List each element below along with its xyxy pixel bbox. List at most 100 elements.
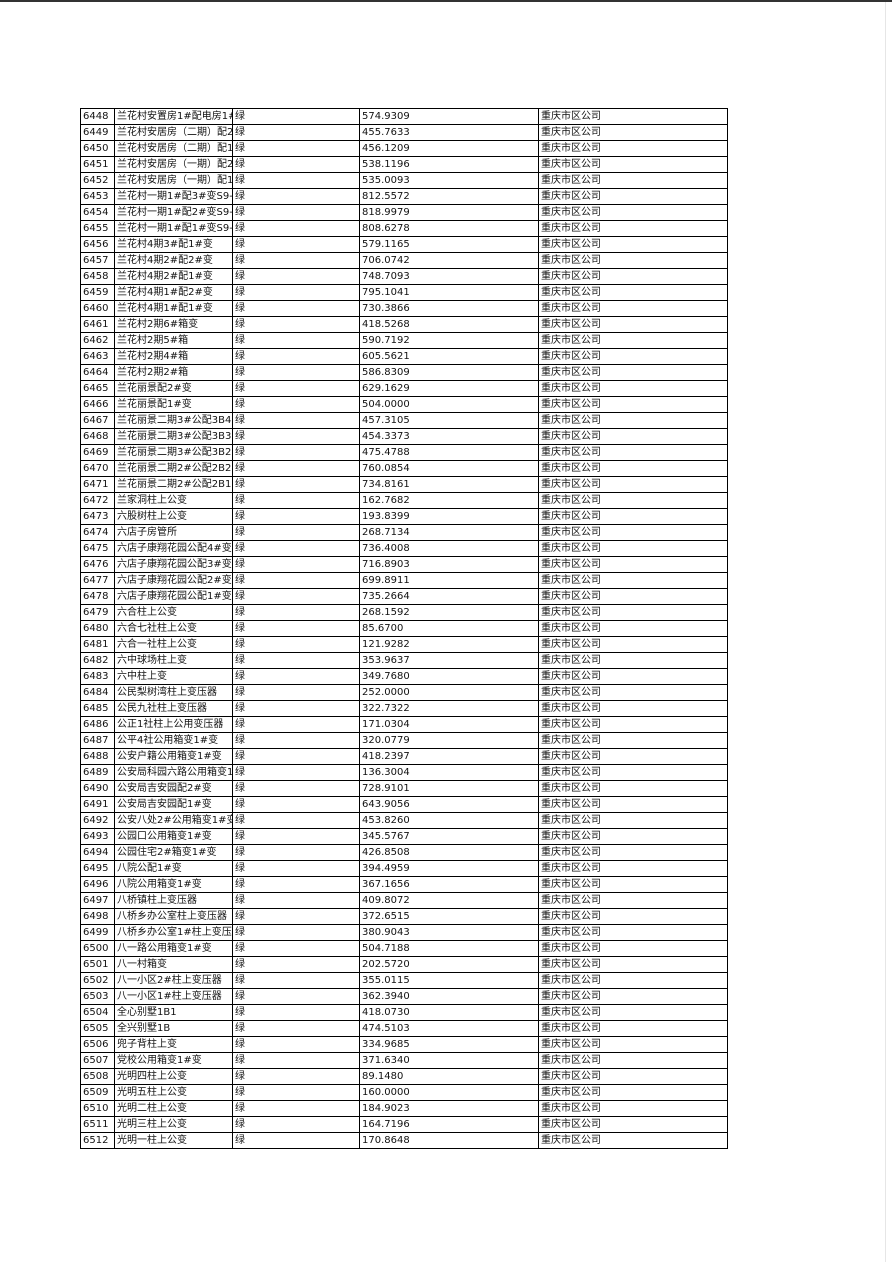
station-name-cell: 六合七社柱上公变: [114, 620, 233, 637]
company-cell: 重庆市区公司: [538, 1084, 728, 1101]
station-name-cell: 全兴别墅1B: [114, 1020, 233, 1037]
color-status-cell: 绿: [232, 236, 360, 253]
station-name-cell: 党校公用箱变1#变: [114, 1052, 233, 1069]
table-row: 6464 兰花村2期2#箱绿 586.8309 重庆市区公司: [80, 364, 728, 381]
value-cell: 808.6278: [359, 220, 539, 237]
value-cell: 504.0000: [359, 396, 539, 413]
value-cell: 730.3866: [359, 300, 539, 317]
table-row: 6449 兰花村安居房（二期）配2 绿 455.7633 重庆市区公司: [80, 124, 728, 141]
company-cell: 重庆市区公司: [538, 300, 728, 317]
page-right-edge: [885, 2, 886, 1262]
value-cell: 706.0742: [359, 252, 539, 269]
table-row: 6506 兜子背柱上变绿 334.9685 重庆市区公司: [80, 1036, 728, 1053]
value-cell: 164.7196: [359, 1116, 539, 1133]
color-status-cell: 绿: [232, 604, 360, 621]
color-status-cell: 绿: [232, 1052, 360, 1069]
company-cell: 重庆市区公司: [538, 732, 728, 749]
company-cell: 重庆市区公司: [538, 972, 728, 989]
color-status-cell: 绿: [232, 268, 360, 285]
table-row: 6484 公民梨树湾柱上变压器绿 252.0000 重庆市区公司: [80, 684, 728, 701]
color-status-cell: 绿: [232, 1036, 360, 1053]
company-cell: 重庆市区公司: [538, 124, 728, 141]
company-cell: 重庆市区公司: [538, 540, 728, 557]
table-row: 6458 兰花村4期2#配1#变绿 748.7093 重庆市区公司: [80, 268, 728, 285]
color-status-cell: 绿: [232, 300, 360, 317]
value-cell: 574.9309: [359, 108, 539, 125]
table-row: 6486 公正1社柱上公用变压器绿 171.0304 重庆市区公司: [80, 716, 728, 733]
color-status-cell: 绿: [232, 652, 360, 669]
color-status-cell: 绿: [232, 620, 360, 637]
station-name-cell: 公民九社柱上变压器: [114, 700, 233, 717]
row-id-cell: 6474: [80, 524, 115, 541]
color-status-cell: 绿: [232, 252, 360, 269]
company-cell: 重庆市区公司: [538, 364, 728, 381]
value-cell: 475.4788: [359, 444, 539, 461]
station-name-cell: 公安户籍公用箱变1#变: [114, 748, 233, 765]
data-table: 6448 兰花村安置房1#配电房1# 绿 574.9309 重庆市区公司 6449 兰花村安…: [80, 108, 728, 1149]
row-id-cell: 6454: [80, 204, 115, 221]
station-name-cell: 光明三柱上公变: [114, 1116, 233, 1133]
station-name-cell: 六店子康翔花园公配2#变: [114, 572, 233, 589]
color-status-cell: 绿: [232, 460, 360, 477]
station-name-cell: 公安八处2#公用箱变1#变: [114, 812, 233, 829]
company-cell: 重庆市区公司: [538, 348, 728, 365]
company-cell: 重庆市区公司: [538, 876, 728, 893]
color-status-cell: 绿: [232, 924, 360, 941]
row-id-cell: 6493: [80, 828, 115, 845]
row-id-cell: 6502: [80, 972, 115, 989]
value-cell: 735.2664: [359, 588, 539, 605]
table-row: 6482 六中球场柱上变绿 353.9637 重庆市区公司: [80, 652, 728, 669]
color-status-cell: 绿: [232, 556, 360, 573]
station-name-cell: 公平4社公用箱变1#变: [114, 732, 233, 749]
table-row: 6508 光明四柱上公变绿 89.1480 重庆市区公司: [80, 1068, 728, 1085]
station-name-cell: 兰花村4期2#配1#变: [114, 268, 233, 285]
table-row: 6490 公安局吉安园配2#变绿 728.9101 重庆市区公司: [80, 780, 728, 797]
row-id-cell: 6509: [80, 1084, 115, 1101]
table-row: 6483 六中柱上变绿 349.7680 重庆市区公司: [80, 668, 728, 685]
row-id-cell: 6458: [80, 268, 115, 285]
company-cell: 重庆市区公司: [538, 268, 728, 285]
station-name-cell: 六股树柱上公变: [114, 508, 233, 525]
company-cell: 重庆市区公司: [538, 284, 728, 301]
color-status-cell: 绿: [232, 508, 360, 525]
company-cell: 重庆市区公司: [538, 716, 728, 733]
row-id-cell: 6448: [80, 108, 115, 125]
table-row: 6499 八桥乡办公室1#柱上变压器绿 380.9043 重庆市区公司: [80, 924, 728, 941]
company-cell: 重庆市区公司: [538, 412, 728, 429]
company-cell: 重庆市区公司: [538, 316, 728, 333]
table-row: 6467 兰花丽景二期3#公配3B4 绿 457.3105 重庆市区公司: [80, 412, 728, 429]
station-name-cell: 六店子康翔花园公配4#变: [114, 540, 233, 557]
row-id-cell: 6491: [80, 796, 115, 813]
color-status-cell: 绿: [232, 780, 360, 797]
value-cell: 418.0730: [359, 1004, 539, 1021]
station-name-cell: 光明二柱上公变: [114, 1100, 233, 1117]
color-status-cell: 绿: [232, 748, 360, 765]
row-id-cell: 6468: [80, 428, 115, 445]
company-cell: 重庆市区公司: [538, 460, 728, 477]
table-row: 6511 光明三柱上公变绿 164.7196 重庆市区公司: [80, 1116, 728, 1133]
company-cell: 重庆市区公司: [538, 844, 728, 861]
station-name-cell: 兰花村一期1#配1#变S9-8: [114, 220, 233, 237]
station-name-cell: 八一村箱变: [114, 956, 233, 973]
station-name-cell: 六店子康翔花园公配3#变: [114, 556, 233, 573]
table-row: 6469 兰花丽景二期3#公配3B2 绿 475.4788 重庆市区公司: [80, 444, 728, 461]
value-cell: 455.7633: [359, 124, 539, 141]
row-id-cell: 6503: [80, 988, 115, 1005]
station-name-cell: 公正1社柱上公用变压器: [114, 716, 233, 733]
table-row: 6497 八桥镇柱上变压器绿 409.8072 重庆市区公司: [80, 892, 728, 909]
company-cell: 重庆市区公司: [538, 892, 728, 909]
table-row: 6481 六合一社柱上公变绿 121.9282 重庆市区公司: [80, 636, 728, 653]
value-cell: 538.1196: [359, 156, 539, 173]
value-cell: 171.0304: [359, 716, 539, 733]
table-body: 6448 兰花村安置房1#配电房1# 绿 574.9309 重庆市区公司 6449 兰花村安…: [80, 108, 728, 1149]
color-status-cell: 绿: [232, 1084, 360, 1101]
color-status-cell: 绿: [232, 1132, 360, 1149]
station-name-cell: 兰花丽景二期2#公配2B2变: [114, 460, 233, 477]
table-row: 6450 兰花村安居房（二期）配1 绿 456.1209 重庆市区公司: [80, 140, 728, 157]
station-name-cell: 八桥镇柱上变压器: [114, 892, 233, 909]
color-status-cell: 绿: [232, 572, 360, 589]
value-cell: 362.3940: [359, 988, 539, 1005]
table-row: 6468 兰花丽景二期3#公配3B3 绿 454.3373 重庆市区公司: [80, 428, 728, 445]
row-id-cell: 6483: [80, 668, 115, 685]
row-id-cell: 6505: [80, 1020, 115, 1037]
